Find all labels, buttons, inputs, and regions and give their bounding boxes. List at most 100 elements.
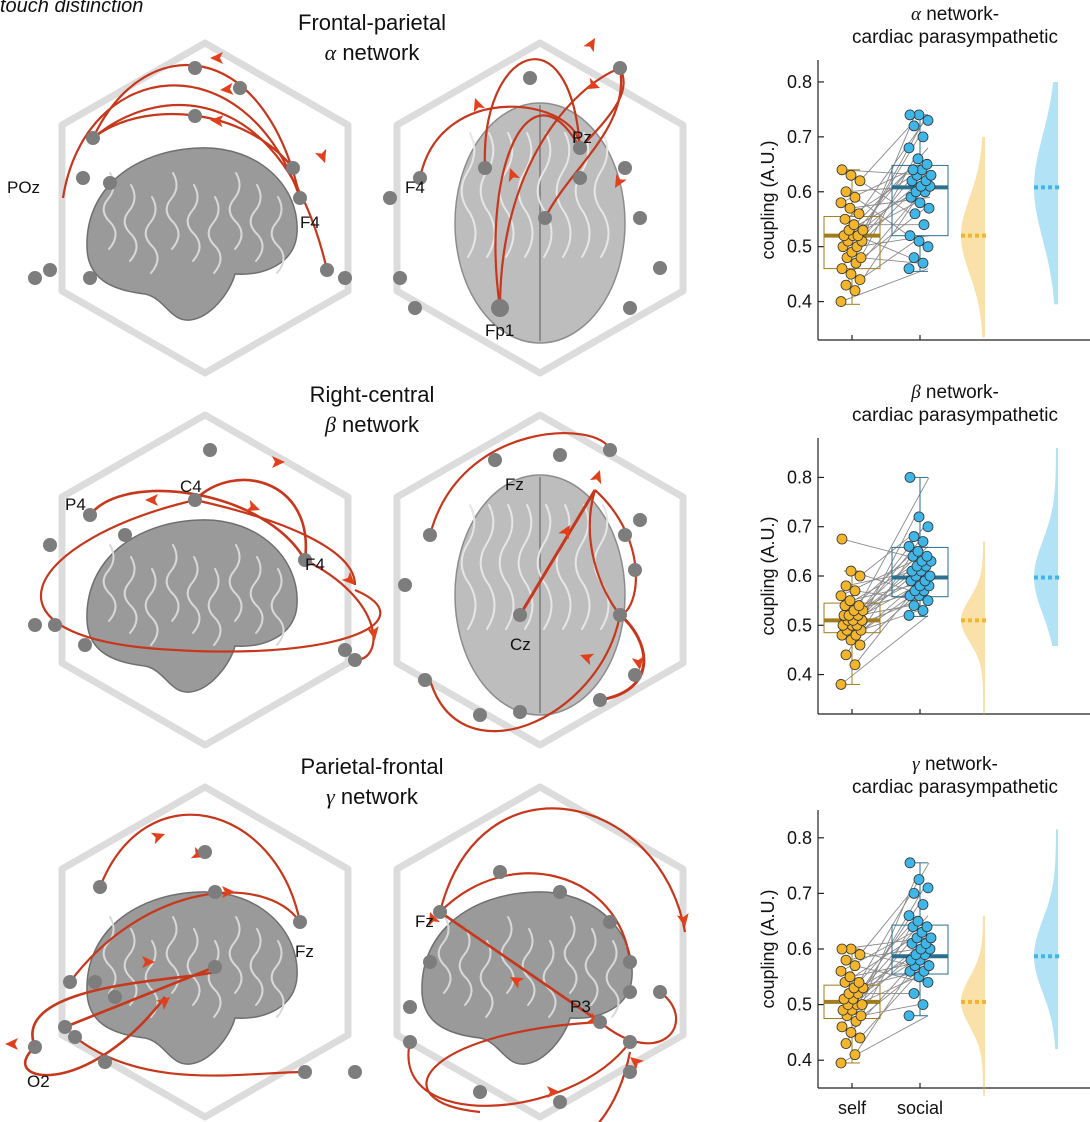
data-point <box>835 679 847 690</box>
data-point <box>917 605 929 616</box>
gyrus-line <box>270 196 285 274</box>
data-point <box>854 639 866 651</box>
data-point <box>903 263 915 275</box>
data-point <box>912 545 924 557</box>
gyrus-line <box>102 544 117 622</box>
right-network-arcs: Fz Cz <box>398 432 647 733</box>
chart-title-line2: cardiac parasympathetic <box>852 405 1058 426</box>
data-point <box>840 954 852 966</box>
data-point <box>836 533 848 545</box>
electrode-label: Cz <box>510 635 531 654</box>
electrode-node <box>188 109 202 123</box>
violin-shape <box>961 915 985 1097</box>
connection-arc <box>438 807 687 933</box>
electrode-label: Pz <box>572 128 592 147</box>
brain-gyri <box>102 916 285 1018</box>
arrowhead <box>156 997 170 1010</box>
chart-title-rest: network- <box>921 382 999 403</box>
arrowhead <box>245 499 260 512</box>
hexagon-frame <box>58 783 352 1121</box>
data-point <box>908 988 920 999</box>
arrowhead <box>631 656 644 670</box>
gyrus-line <box>123 928 138 1006</box>
electrode-node <box>633 513 647 527</box>
violin-self <box>961 136 987 338</box>
electrode-node <box>603 443 617 457</box>
electrode-node <box>623 1065 637 1079</box>
network-title: Right-central <box>310 382 435 407</box>
arrowhead <box>210 52 223 64</box>
network-subtitle: γ network <box>326 784 419 809</box>
connection-arc <box>599 613 646 702</box>
brain-gyri <box>102 544 285 646</box>
arrowhead <box>676 913 689 927</box>
connection-arc <box>428 432 612 536</box>
data-point <box>922 114 934 126</box>
data-point <box>854 175 866 187</box>
data-point <box>840 580 852 592</box>
electrode-node <box>348 653 362 667</box>
electrode-node <box>28 618 42 632</box>
data-point <box>908 531 920 542</box>
connection-arc <box>407 1041 631 1107</box>
data-point <box>849 659 861 671</box>
data-point <box>849 285 861 296</box>
left-network-arcs: P4 C4 F4 <box>28 443 382 667</box>
gyrus-line <box>479 132 496 258</box>
gyrus-line <box>460 132 477 258</box>
gyrus-line <box>517 504 534 630</box>
gyrus-line <box>207 196 222 274</box>
electrode-node <box>403 1035 417 1049</box>
gyrus-line <box>574 504 591 630</box>
chart-title-line2: cardiac parasympathetic <box>852 27 1058 48</box>
electrode-node <box>43 538 57 552</box>
connection-arc <box>304 559 375 662</box>
arrowhead <box>222 886 235 898</box>
electrode-node <box>298 1065 312 1079</box>
data-point <box>855 252 867 264</box>
coupling-chart-2: γ network-cardiac parasympathetic 0.4 0.5 0… <box>758 754 1090 1118</box>
electrode-node <box>491 299 509 317</box>
pair-line <box>859 976 916 1039</box>
hexagon-frame <box>393 39 687 377</box>
connection-arc <box>439 872 632 963</box>
electrode-node <box>553 885 567 899</box>
data-point <box>844 202 856 214</box>
gyrus-line <box>536 132 553 258</box>
data-point <box>904 472 916 483</box>
left-hexagon-view <box>58 39 352 377</box>
data-point <box>844 971 856 983</box>
network-subtitle-rest: network <box>336 40 420 65</box>
gyrus-line <box>249 556 264 634</box>
violin-social <box>1034 81 1060 305</box>
electrode-node <box>208 885 222 899</box>
data-point <box>845 1027 857 1038</box>
data-point <box>904 857 916 869</box>
electrode-node <box>78 638 92 652</box>
electrode-node <box>348 1065 362 1079</box>
electrode-node <box>118 528 132 542</box>
electrode-node <box>48 618 62 632</box>
electrode-node <box>88 975 102 989</box>
electrode-label: C4 <box>180 477 202 496</box>
electrode-label: O2 <box>27 1072 50 1091</box>
box-social <box>891 857 949 1022</box>
gyrus-line <box>249 184 264 262</box>
data-point <box>854 949 866 960</box>
electrode-node <box>623 1035 637 1049</box>
hexagon-frame <box>58 39 352 377</box>
right-network-arcs: F4 Pz Fp1 <box>383 38 667 340</box>
chart-title-rest: network- <box>920 754 998 775</box>
arrowhead <box>585 77 600 90</box>
box-iqr <box>823 215 881 270</box>
electrode-node <box>473 1085 487 1099</box>
pair-line <box>859 893 911 955</box>
gyrus-line <box>605 940 620 1018</box>
arrowhead <box>145 494 158 506</box>
gyrus-line <box>228 172 243 250</box>
data-point <box>914 197 926 209</box>
electrode-node <box>293 915 307 929</box>
data-point <box>845 565 857 577</box>
connection-arc <box>428 614 622 733</box>
electrode-node <box>623 985 637 999</box>
